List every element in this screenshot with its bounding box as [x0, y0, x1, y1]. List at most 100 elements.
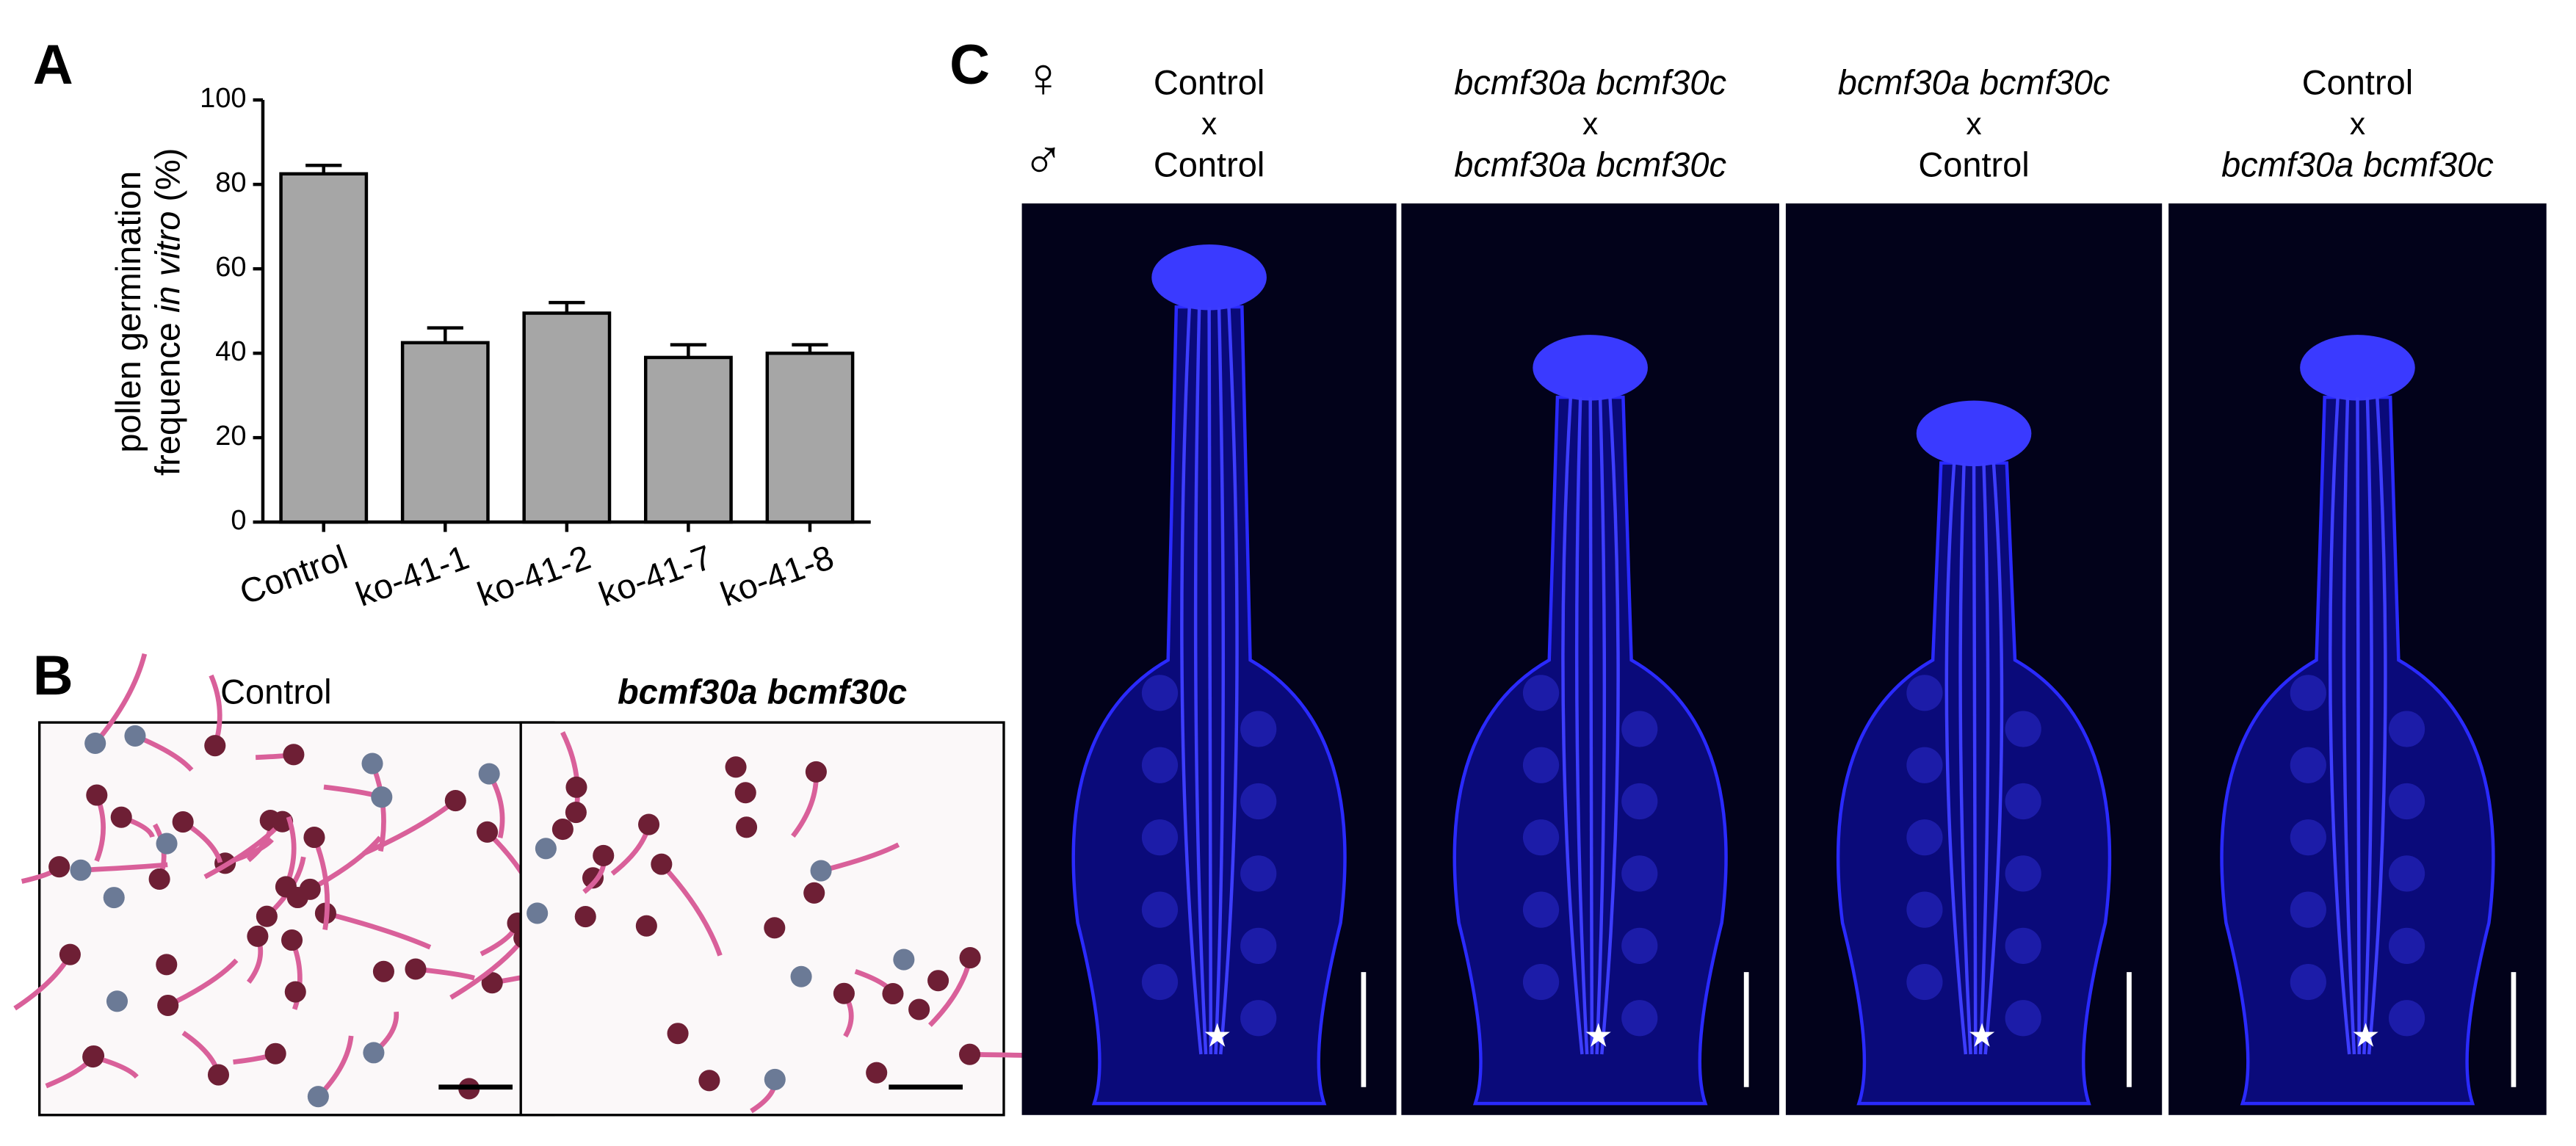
pollen-grain: [725, 756, 747, 778]
pollen-grain: [927, 970, 949, 992]
pollen-grain: [833, 982, 855, 1004]
pollen-grain: [565, 776, 587, 798]
pollen-grain: [635, 915, 657, 937]
y-label-space: [148, 202, 187, 211]
y-tick-label: 80: [215, 167, 246, 198]
ovule: [2388, 711, 2425, 747]
pollen-grain: [481, 972, 503, 994]
pollen-tube: [1207, 307, 1213, 1055]
bar: [279, 172, 369, 524]
ovule: [1240, 927, 1277, 964]
ovule: [2290, 963, 2326, 1001]
tip-star: ★: [1967, 1017, 1997, 1053]
pollen-tube: [93, 653, 148, 745]
pollen-grain: [551, 818, 574, 841]
pollen-tube: [308, 835, 383, 892]
pollen-grain: [70, 859, 92, 881]
pollen-grain: [48, 856, 70, 878]
ovule: [1522, 675, 1560, 711]
ovule: [2388, 783, 2425, 820]
ovule: [2005, 783, 2041, 820]
x-tick-label: ko-41-7: [594, 537, 717, 614]
tip-star: ★: [2351, 1017, 2381, 1053]
ovule: [2005, 711, 2041, 747]
bar: [765, 351, 855, 524]
pollen-grain: [148, 868, 170, 890]
ovule: [1906, 675, 1943, 711]
cross-male: Control: [1154, 145, 1265, 184]
x-tick-label: ko-41-1: [350, 537, 474, 614]
y-label-line: frequence in vitro (%): [148, 148, 187, 476]
pollen-grain: [204, 735, 226, 757]
pollen-tube: [1972, 463, 1978, 1055]
y-label-part: in vitro: [148, 211, 187, 313]
error-bar: [427, 326, 463, 343]
y-label-part: frequence: [148, 322, 187, 476]
pollen-tube: [1219, 306, 1239, 1055]
pollen-tube: [1944, 463, 1968, 1055]
ovule: [1240, 855, 1277, 892]
x-tick-label: ko-41-2: [472, 537, 596, 614]
ovule: [1522, 819, 1560, 856]
pollen-grain: [307, 1086, 329, 1108]
y-tick-label: 40: [215, 336, 246, 367]
pollen-tube: [311, 836, 330, 930]
cross-female: bcmf30a bcmf30c: [1838, 62, 2110, 101]
pollen-grain: [372, 960, 394, 982]
pollen-grain: [638, 813, 660, 835]
ovule: [2005, 1000, 2041, 1037]
pollen-tube: [1595, 397, 1607, 1055]
pollen-grain: [59, 943, 81, 965]
pollen-grain: [207, 1064, 230, 1086]
ovule: [2290, 819, 2326, 856]
pollen-grain: [371, 786, 393, 808]
bar: [522, 311, 612, 524]
ovule: [2005, 855, 2041, 892]
ovule: [2388, 927, 2425, 964]
pollen-tube: [2342, 397, 2356, 1055]
pollen-grain: [734, 782, 756, 804]
pollen-grain: [157, 994, 179, 1017]
ovule: [1141, 891, 1179, 928]
pollen-tube: [1978, 463, 1990, 1055]
pollen-grain: [110, 806, 132, 828]
pollen-grain: [363, 1042, 385, 1064]
pollen-tube: [1180, 306, 1203, 1055]
ovule: [1240, 783, 1277, 820]
y-tick-label: 60: [215, 252, 246, 283]
pollen-tube: [1958, 463, 1972, 1055]
stigma: [2300, 335, 2415, 401]
ovule: [1906, 747, 1943, 783]
pollen-grain: [698, 1070, 720, 1092]
pollen-grain: [286, 886, 308, 909]
pollen-tube: [1561, 396, 1584, 1055]
female-symbol: ♀: [1022, 47, 1064, 109]
ovule: [1906, 891, 1943, 928]
pollen-grain: [803, 882, 825, 904]
pollen-grain: [284, 981, 306, 1003]
ovule: [2388, 1000, 2425, 1037]
cross-female: bcmf30a bcmf30c: [1454, 62, 1726, 101]
pollen-grain: [84, 732, 106, 754]
cross-sign: x: [1966, 107, 1981, 142]
pollen-grain: [882, 982, 904, 1005]
pollen-grain: [764, 917, 786, 939]
pollen-tube: [80, 862, 168, 873]
ovule: [1240, 1000, 1277, 1037]
tip-star: ★: [1584, 1017, 1613, 1053]
pollen-grain: [283, 744, 305, 766]
cross-sign: x: [1582, 107, 1598, 142]
cross-male: Control: [1918, 145, 2029, 184]
error-bar: [305, 164, 342, 174]
y-tick-label: 100: [200, 83, 246, 114]
pollen-grain: [303, 827, 325, 849]
pollen-grain: [272, 810, 294, 833]
pollen-grain: [565, 801, 587, 824]
pollen-tube: [2328, 396, 2351, 1055]
pollen-tube: [2356, 397, 2361, 1055]
pollen-tube: [820, 842, 900, 874]
cross-sign: x: [1201, 107, 1217, 142]
pollen-tube: [659, 862, 723, 957]
pollen-grain: [736, 816, 758, 838]
cross-sign: x: [2350, 107, 2365, 142]
